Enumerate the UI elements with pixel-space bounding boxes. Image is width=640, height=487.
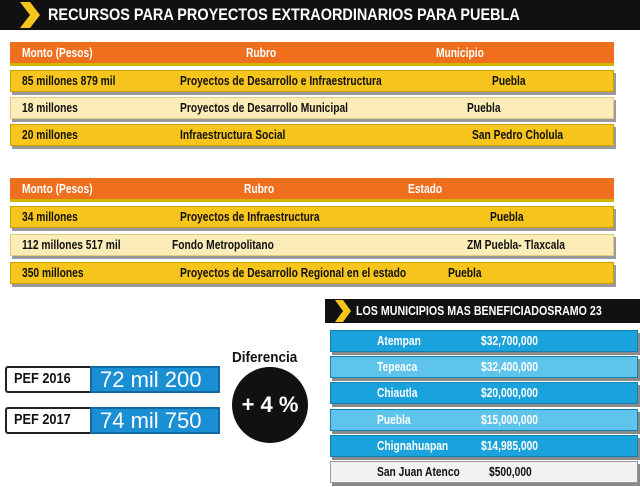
municipio-row: San Juan Atenco $500,000 <box>330 461 638 483</box>
pef-value-box: 74 mil 750 <box>90 407 220 434</box>
table-row: 350 millones Proyectos de Desarrollo Regi… <box>10 262 614 284</box>
municipio-amount: $15,000,000 <box>481 412 539 427</box>
table-cell: ZM Puebla- Tlaxcala <box>467 238 565 252</box>
municipio-amount: $32,700,000 <box>481 334 539 348</box>
pef-label: PEF 2017 <box>14 411 71 428</box>
municipio-name: Chignahuapan <box>377 438 449 453</box>
table-cell: 34 millones <box>22 210 78 224</box>
table-cell: Puebla <box>490 210 524 224</box>
column-header: Monto (Pesos) <box>22 46 93 60</box>
pef-label: PEF 2016 <box>14 370 71 387</box>
table-cell: 350 millones <box>22 266 84 280</box>
column-header: Monto (Pesos) <box>22 182 93 196</box>
table-cell: 112 millones 517 mil <box>22 238 121 252</box>
municipio-name: Atempan <box>377 334 421 348</box>
table-header: Monto (Pesos) Rubro Estado <box>10 178 614 202</box>
column-header: Rubro <box>244 182 275 196</box>
pef-label-box: PEF 2017 <box>5 407 93 434</box>
table-row: 112 millones 517 mil Fondo Metropolitano Z… <box>10 234 614 256</box>
municipio-row: Atempan $32,700,000 <box>330 330 638 352</box>
pef-value: 72 mil 200 <box>100 367 202 392</box>
table-cell: San Pedro Cholula <box>472 128 564 142</box>
municipios-chevron <box>335 300 351 322</box>
municipio-amount: $32,400,000 <box>481 360 539 375</box>
table-row: 20 millones Infraestructura Social San Ped… <box>10 124 614 146</box>
table-cell: Infraestructura Social <box>180 128 286 142</box>
difference-circle <box>232 367 308 443</box>
municipio-name: Puebla <box>377 412 411 427</box>
table-row: 34 millones Proyectos de Infraestructura P… <box>10 206 614 228</box>
pef-value-box: 72 mil 200 <box>90 366 220 393</box>
column-header: Rubro <box>246 46 277 60</box>
municipio-row: Puebla $15,000,000 <box>330 408 638 431</box>
difference-label: Diferencia <box>232 349 298 366</box>
table-cell: Proyectos de Infraestructura <box>180 210 320 224</box>
table-cell: Puebla <box>467 101 501 115</box>
municipio-amount: $14,985,000 <box>481 438 539 453</box>
table-cell: 18 millones <box>22 101 78 115</box>
table-row: 85 millones 879 mil Proyectos de Desarrol… <box>10 70 614 92</box>
municipio-name: San Juan Atenco <box>377 465 460 479</box>
municipio-row: Chignahuapan $14,985,000 <box>330 434 638 457</box>
municipio-name: Chiautla <box>377 386 418 401</box>
table-cell: Proyectos de Desarrollo Regional en el e… <box>180 266 407 280</box>
municipio-amount: $500,000 <box>489 465 532 479</box>
title-chevron <box>20 2 40 28</box>
table-cell: Proyectos de Desarrollo e Infraestructur… <box>180 74 382 88</box>
title-band <box>0 0 640 30</box>
municipio-name: Tepeaca <box>377 360 418 375</box>
difference-value: + 4 % <box>241 392 299 417</box>
table-cell: Proyectos de Desarrollo Municipal <box>180 101 349 115</box>
municipio-amount: $20,000,000 <box>481 386 539 401</box>
municipios-title: LOS MUNICIPIOS MAS BENEFICIADOSRAMO 23 <box>356 303 602 318</box>
table-row: 18 millones Proyectos de Desarrollo Munic… <box>10 97 614 119</box>
municipio-row: Chiautla $20,000,000 <box>330 382 638 405</box>
pef-value: 74 mil 750 <box>100 408 202 433</box>
table-cell: Puebla <box>492 74 526 88</box>
title: RECURSOS PARA PROYECTOS EXTRAORDINARIOS … <box>48 5 520 24</box>
table-header: Monto (Pesos) Rubro Municipio <box>10 42 614 66</box>
column-header: Municipio <box>436 46 484 60</box>
pef-label-box: PEF 2016 <box>5 366 93 393</box>
municipio-row: Tepeaca $32,400,000 <box>330 356 638 379</box>
table-cell: Puebla <box>448 266 482 280</box>
column-header: Estado <box>408 182 443 196</box>
table-cell: 20 millones <box>22 128 78 142</box>
municipios-band <box>325 299 640 323</box>
table-cell: 85 millones 879 mil <box>22 74 116 88</box>
table-cell: Fondo Metropolitano <box>172 238 274 252</box>
